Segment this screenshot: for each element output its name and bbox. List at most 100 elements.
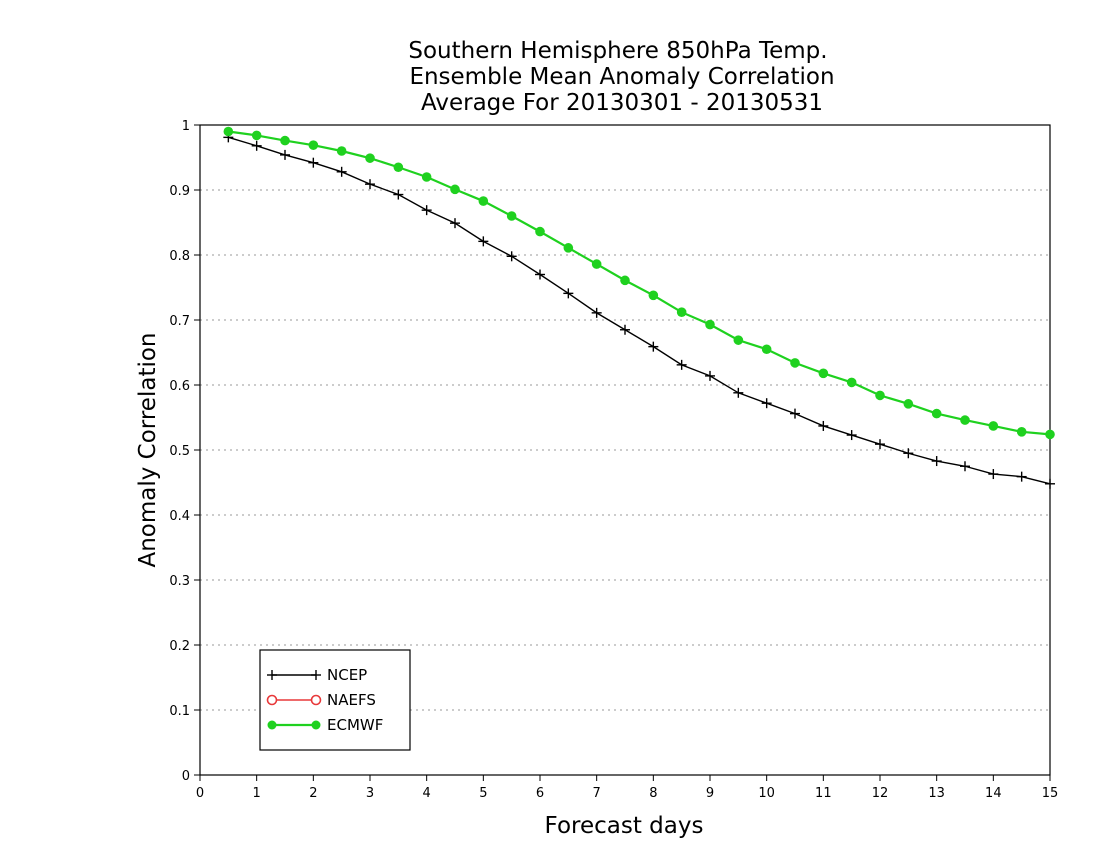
data-point — [818, 420, 829, 431]
y-tick-label: 0.9 — [169, 184, 190, 199]
data-point — [676, 307, 687, 318]
data-point — [421, 205, 432, 216]
data-point — [310, 694, 322, 706]
x-tick-label: 12 — [872, 786, 889, 801]
data-point — [251, 130, 262, 141]
legend-entry-ncep: NCEP — [267, 666, 367, 684]
y-axis-ticks: 0 0.1 0.2 0.3 0.4 0.5 0.6 0.7 0.8 0.9 1 — [169, 119, 200, 784]
data-point — [280, 135, 290, 146]
x-tick-label: 0 — [196, 786, 204, 801]
data-point — [506, 211, 517, 221]
x-tick-label: 3 — [366, 786, 374, 801]
data-point — [251, 140, 262, 151]
plot-frame — [199, 124, 1051, 776]
x-axis-label: Forecast days — [545, 813, 704, 839]
data-point — [478, 196, 489, 206]
data-point — [563, 243, 574, 253]
x-axis-ticks: 0 1 2 3 4 5 6 7 8 9 10 11 12 13 14 15 — [196, 775, 1058, 801]
series-line — [228, 130, 1051, 436]
data-point — [308, 140, 319, 150]
data-point — [903, 399, 914, 409]
data-point — [535, 226, 545, 237]
series-ecmwf — [223, 126, 1055, 440]
x-tick-label: 14 — [985, 786, 1002, 801]
legend-label: NCEP — [327, 666, 367, 684]
y-tick-label: 0.5 — [169, 444, 190, 459]
data-point — [846, 377, 857, 388]
chart-title: Southern Hemisphere 850hPa Temp. Ensembl… — [408, 38, 834, 116]
data-point — [620, 275, 630, 286]
data-point — [311, 720, 321, 730]
y-tick-label: 0.3 — [169, 574, 190, 589]
data-point — [393, 189, 404, 200]
x-tick-label: 13 — [928, 786, 945, 801]
data-point — [308, 157, 319, 168]
data-point — [336, 166, 347, 177]
data-point — [591, 307, 602, 318]
data-point — [365, 179, 375, 190]
series-line — [228, 136, 1051, 485]
y-tick-label: 0.1 — [169, 704, 190, 719]
title-line-3: Average For 20130301 - 20130531 — [421, 90, 823, 116]
data-point — [761, 398, 772, 409]
data-point — [931, 408, 942, 419]
legend-entry-naefs: NAEFS — [266, 691, 376, 709]
data-point — [620, 324, 630, 335]
data-point — [818, 368, 829, 379]
y-tick-label: 0.6 — [169, 379, 190, 394]
x-tick-label: 7 — [593, 786, 601, 801]
data-point — [280, 149, 290, 160]
x-tick-label: 10 — [758, 786, 775, 801]
x-tick-label: 15 — [1042, 786, 1059, 801]
data-point — [1016, 471, 1027, 482]
x-tick-label: 9 — [706, 786, 714, 801]
data-point — [365, 153, 375, 163]
data-point — [733, 387, 744, 398]
y-tick-label: 0.7 — [169, 314, 190, 329]
data-point — [1045, 429, 1055, 440]
data-point — [506, 251, 517, 262]
data-point — [903, 448, 914, 459]
data-point — [761, 344, 772, 355]
data-point — [311, 670, 321, 680]
title-line-2: Ensemble Mean Anomaly Correlation — [409, 64, 834, 90]
data-point — [960, 461, 970, 472]
title-line-1: Southern Hemisphere 850hPa Temp. — [408, 38, 827, 64]
data-point — [846, 430, 857, 441]
y-tick-label: 1 — [182, 119, 190, 134]
data-point — [478, 236, 489, 247]
data-point — [450, 218, 460, 229]
data-point — [875, 390, 885, 401]
legend: NCEP NAEFS ECMWF — [259, 649, 411, 751]
y-axis-label: Anomaly Correlation — [135, 332, 161, 567]
data-point — [266, 694, 278, 706]
x-tick-label: 1 — [253, 786, 261, 801]
series-ncep — [223, 132, 1055, 489]
data-point — [648, 341, 659, 352]
data-point — [705, 319, 715, 330]
data-point — [648, 290, 659, 301]
data-point — [563, 288, 574, 299]
x-tick-label: 5 — [479, 786, 487, 801]
data-point — [421, 172, 432, 182]
x-tick-label: 8 — [649, 786, 657, 801]
data-point — [267, 720, 277, 730]
data-point — [1016, 427, 1027, 437]
legend-label: NAEFS — [327, 691, 376, 709]
data-point — [591, 259, 602, 269]
y-tick-label: 0.8 — [169, 249, 190, 264]
x-tick-label: 6 — [536, 786, 544, 801]
y-tick-label: 0.2 — [169, 639, 190, 654]
y-tick-label: 0.4 — [169, 509, 190, 524]
data-point — [535, 269, 545, 280]
x-tick-label: 11 — [815, 786, 832, 801]
data-point — [988, 421, 999, 431]
data-point — [705, 370, 715, 381]
data-point — [790, 408, 800, 419]
data-point — [931, 456, 942, 467]
data-point — [875, 439, 885, 450]
data-point — [960, 415, 970, 425]
data-point — [450, 184, 460, 195]
data-point — [790, 358, 800, 368]
